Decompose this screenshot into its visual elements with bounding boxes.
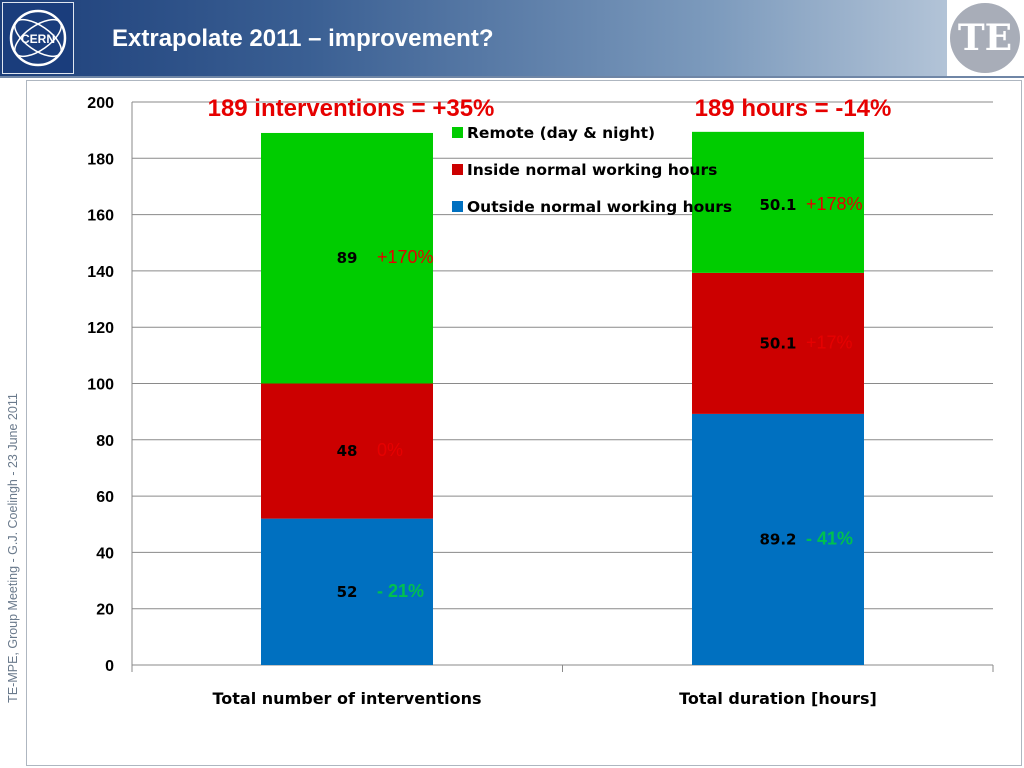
data-label: 52	[337, 583, 358, 601]
y-tick-label: 200	[87, 95, 114, 112]
data-label: 50.1	[759, 334, 796, 352]
y-tick-label: 100	[87, 377, 114, 394]
change-annotation: +178%	[806, 194, 863, 214]
bar-segment	[692, 131, 864, 273]
y-tick-label: 40	[96, 545, 114, 562]
legend-label: Inside normal working hours	[467, 161, 717, 179]
te-logo	[950, 3, 1020, 73]
y-tick-label: 80	[96, 433, 114, 450]
x-category-label: Total number of interventions	[213, 689, 482, 708]
y-tick-label: 60	[96, 489, 114, 506]
header-divider	[0, 76, 1024, 78]
change-annotation: - 21%	[377, 581, 424, 601]
category-title: 189 hours = -14%	[695, 95, 892, 122]
y-tick-label: 140	[87, 264, 114, 281]
data-label: 48	[337, 442, 358, 460]
header-bar	[0, 0, 1024, 78]
legend-label: Remote (day & night)	[467, 124, 655, 142]
bar-segment	[692, 413, 864, 665]
x-category-label: Total duration [hours]	[679, 689, 877, 708]
y-tick-label: 20	[96, 602, 114, 619]
legend-label: Outside normal working hours	[467, 198, 732, 216]
bar-segment	[261, 383, 433, 519]
bar-segment	[261, 518, 433, 665]
y-tick-label: 180	[87, 151, 114, 168]
category-title: 189 interventions = +35%	[208, 95, 495, 122]
y-tick-label: 120	[87, 320, 114, 337]
legend-swatch	[452, 201, 463, 212]
sidebar	[0, 78, 26, 768]
change-annotation: +170%	[377, 247, 434, 267]
change-annotation: - 41%	[806, 528, 853, 548]
page-title: Extrapolate 2011 – improvement?	[112, 25, 494, 52]
y-tick-label: 160	[87, 208, 114, 225]
data-label: 50.1	[759, 196, 796, 214]
change-annotation: +17%	[806, 332, 853, 352]
cern-logo: CERN	[2, 2, 74, 74]
data-label: 89.2	[759, 530, 796, 548]
bar-segment	[692, 272, 864, 414]
y-tick-label: 0	[105, 658, 114, 675]
legend-swatch	[452, 127, 463, 138]
data-label: 89	[337, 249, 358, 267]
te-logo-text: TE	[957, 17, 1013, 59]
chart-frame	[26, 80, 1022, 766]
change-annotation: 0%	[377, 440, 403, 460]
legend-swatch	[452, 164, 463, 175]
svg-text:CERN: CERN	[21, 32, 55, 46]
bar-segment	[261, 132, 433, 384]
